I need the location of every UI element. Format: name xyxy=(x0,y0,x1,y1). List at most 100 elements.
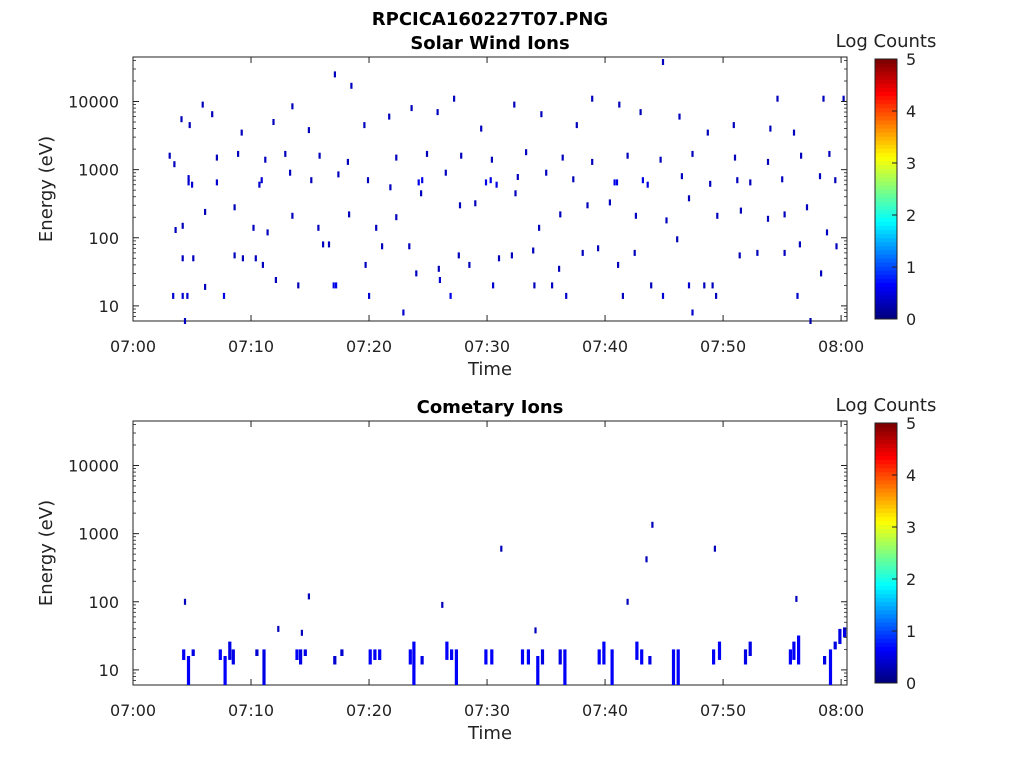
colorbar: 0 1 2 3 4 5 xyxy=(874,50,916,329)
x-tick-label: 07:50 xyxy=(700,337,746,356)
colorbar-segment xyxy=(875,483,897,489)
data-point xyxy=(168,152,171,159)
data-burst xyxy=(635,641,639,660)
data-burst xyxy=(333,656,337,665)
colorbar-segment xyxy=(875,520,897,526)
data-burst xyxy=(412,641,416,685)
data-burst xyxy=(610,649,614,685)
data-point xyxy=(783,211,786,218)
data-point xyxy=(204,283,207,290)
data-point xyxy=(322,241,325,248)
colorbar-segment xyxy=(875,140,897,145)
data-point xyxy=(691,150,694,157)
data-point xyxy=(703,282,706,289)
y-axis-ticks: 10 100 1000 10000 xyxy=(68,60,847,322)
data-point xyxy=(215,154,218,161)
colorbar-segment xyxy=(875,156,897,162)
colorbar-segment xyxy=(875,95,897,101)
data-point xyxy=(572,176,575,183)
data-point xyxy=(264,156,267,163)
colorbar-segment xyxy=(875,314,897,320)
data-burst xyxy=(843,627,847,638)
colorbar-tick-label: 2 xyxy=(906,206,916,225)
data-point xyxy=(183,318,187,324)
data-burst xyxy=(454,649,458,685)
data-point xyxy=(421,177,424,184)
data-point xyxy=(181,255,184,262)
colorbar-segment xyxy=(875,475,897,481)
data-point xyxy=(591,158,594,165)
data-point xyxy=(538,224,541,231)
data-point xyxy=(174,227,177,233)
data-point xyxy=(484,179,488,186)
data-burst xyxy=(408,649,412,665)
colorbar-segment xyxy=(875,435,897,440)
data-point xyxy=(591,95,594,102)
colorbar-segment xyxy=(875,577,897,582)
x-tick-label: 07:10 xyxy=(228,701,274,720)
x-axis-label: Time xyxy=(467,359,512,380)
colorbar-tick-label: 3 xyxy=(906,518,916,537)
colorbar-segment xyxy=(875,662,897,668)
x-tick-label: 07:00 xyxy=(110,701,156,720)
colorbar-segment xyxy=(875,479,897,485)
data-point xyxy=(495,181,498,188)
data-point xyxy=(291,103,294,110)
data-point xyxy=(307,127,310,134)
colorbar-segment xyxy=(875,565,897,570)
data-point xyxy=(211,111,214,118)
data-burst xyxy=(484,649,488,665)
data-point xyxy=(581,249,584,256)
data-point xyxy=(783,249,786,256)
data-point xyxy=(408,243,411,250)
colorbar-segment xyxy=(875,532,897,538)
data-point xyxy=(713,545,716,552)
colorbar-segment xyxy=(875,176,897,182)
data-point xyxy=(645,556,648,563)
data-point xyxy=(241,255,244,262)
y-tick-label: 10000 xyxy=(68,93,119,112)
data-burst xyxy=(743,649,748,665)
data-point xyxy=(739,207,742,214)
data-point xyxy=(781,176,784,183)
data-point xyxy=(687,195,691,202)
colorbar-segment xyxy=(875,544,897,550)
data-burst xyxy=(223,656,227,685)
data-burst xyxy=(218,649,222,660)
data-point xyxy=(680,173,683,180)
data-burst xyxy=(797,635,801,665)
data-burst xyxy=(563,649,567,685)
data-point xyxy=(551,282,554,289)
data-point xyxy=(608,199,611,206)
data-point xyxy=(453,95,456,102)
colorbar-tick-label: 3 xyxy=(906,154,916,173)
colorbar-segment xyxy=(875,249,897,255)
data-point xyxy=(289,169,292,176)
data-point xyxy=(492,282,495,289)
y-axis-label: Energy (eV) xyxy=(36,136,57,242)
data-point xyxy=(192,255,195,262)
data-point xyxy=(661,59,665,65)
data-point xyxy=(500,545,503,552)
data-point xyxy=(420,190,423,197)
data-point xyxy=(641,177,644,184)
y-tick-label: 10 xyxy=(99,297,119,316)
colorbar-segment xyxy=(875,168,897,174)
colorbar-segment xyxy=(875,626,897,631)
data-point xyxy=(415,270,418,277)
data-point xyxy=(333,71,336,78)
plot-frame xyxy=(132,56,848,322)
data-point xyxy=(776,95,779,102)
data-point xyxy=(516,174,519,180)
colorbar-segment xyxy=(875,152,897,157)
data-point xyxy=(284,150,287,157)
data-burst xyxy=(833,641,837,650)
colorbar-segment xyxy=(875,270,897,275)
data-point xyxy=(510,252,513,259)
colorbar-segment xyxy=(875,278,897,283)
data-point xyxy=(795,595,798,602)
x-tick-label: 07:20 xyxy=(346,701,392,720)
colorbar-segment xyxy=(875,111,897,117)
colorbar-segment xyxy=(875,492,897,497)
data-point xyxy=(825,229,829,236)
